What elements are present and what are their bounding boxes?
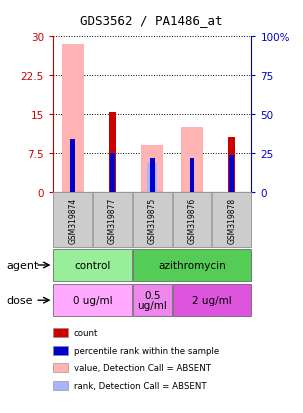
Bar xyxy=(150,159,155,192)
Text: percentile rank within the sample: percentile rank within the sample xyxy=(74,346,219,355)
Bar xyxy=(53,249,132,282)
Bar xyxy=(62,45,84,192)
Text: count: count xyxy=(74,328,98,337)
Bar xyxy=(172,284,251,317)
Bar xyxy=(71,140,75,192)
Text: value, Detection Call = ABSENT: value, Detection Call = ABSENT xyxy=(74,363,211,373)
Text: 0 ug/ml: 0 ug/ml xyxy=(73,295,112,306)
Bar xyxy=(229,156,234,192)
Bar xyxy=(133,284,172,317)
Bar xyxy=(141,146,163,192)
Text: GSM319877: GSM319877 xyxy=(108,197,117,243)
Bar xyxy=(181,128,203,192)
Bar xyxy=(53,192,92,247)
Text: 0.5
ug/ml: 0.5 ug/ml xyxy=(137,290,167,311)
Bar xyxy=(110,153,115,192)
Bar xyxy=(53,284,132,317)
Bar xyxy=(212,192,251,247)
Text: GSM319875: GSM319875 xyxy=(148,197,157,243)
Text: control: control xyxy=(75,260,111,271)
Text: azithromycin: azithromycin xyxy=(158,260,226,271)
Bar xyxy=(93,192,132,247)
Bar xyxy=(228,138,235,192)
Bar xyxy=(172,192,211,247)
Text: GSM319878: GSM319878 xyxy=(227,197,236,243)
Bar xyxy=(147,164,157,192)
Text: GSM319874: GSM319874 xyxy=(68,197,77,243)
Text: GSM319876: GSM319876 xyxy=(188,197,196,243)
Text: GDS3562 / PA1486_at: GDS3562 / PA1486_at xyxy=(80,14,223,27)
Text: 2 ug/ml: 2 ug/ml xyxy=(192,295,232,306)
Bar xyxy=(133,249,251,282)
Bar xyxy=(133,192,172,247)
Bar xyxy=(109,113,116,192)
Bar xyxy=(190,159,194,192)
Text: rank, Detection Call = ABSENT: rank, Detection Call = ABSENT xyxy=(74,381,206,390)
Text: dose: dose xyxy=(6,296,32,306)
Text: agent: agent xyxy=(6,261,38,271)
